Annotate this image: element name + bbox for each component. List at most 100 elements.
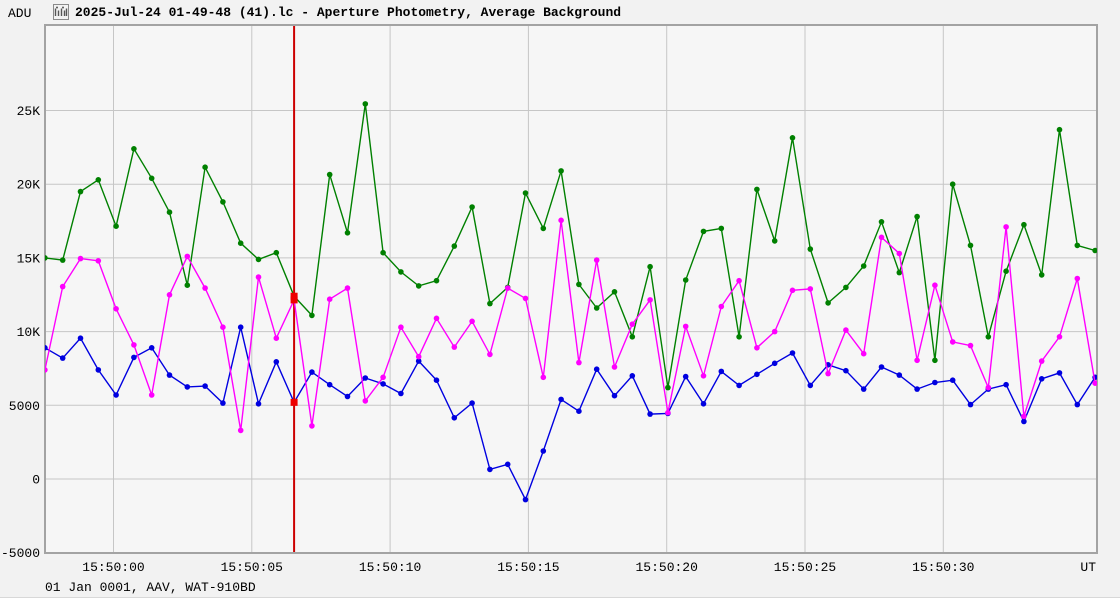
data-point-target-blue[interactable] xyxy=(113,392,119,398)
data-point-target-green[interactable] xyxy=(985,334,992,340)
data-point-target-green[interactable] xyxy=(665,384,671,391)
data-point-target-green[interactable] xyxy=(469,204,475,210)
data-point-target-blue[interactable] xyxy=(59,355,66,361)
data-point-target-blue[interactable] xyxy=(184,384,191,390)
data-point-target-magenta[interactable] xyxy=(932,282,938,289)
data-point-target-green[interactable] xyxy=(1056,126,1063,133)
data-point-target-blue[interactable] xyxy=(771,360,778,367)
data-point-target-magenta[interactable] xyxy=(326,296,333,303)
data-point-target-green[interactable] xyxy=(593,305,600,311)
data-point-target-green[interactable] xyxy=(932,357,938,364)
data-point-target-blue[interactable] xyxy=(967,401,974,408)
data-point-target-blue[interactable] xyxy=(415,358,422,364)
data-point-target-blue[interactable] xyxy=(1003,381,1009,388)
data-point-target-magenta[interactable] xyxy=(95,258,102,264)
data-point-target-blue[interactable] xyxy=(469,400,475,406)
data-point-target-magenta[interactable] xyxy=(344,285,351,291)
data-point-target-magenta[interactable] xyxy=(202,285,208,291)
data-point-target-blue[interactable] xyxy=(1038,376,1045,382)
data-point-target-green[interactable] xyxy=(202,164,208,170)
data-point-target-magenta[interactable] xyxy=(1074,275,1081,282)
data-point-target-green[interactable] xyxy=(113,223,119,229)
data-point-target-magenta[interactable] xyxy=(362,398,369,404)
data-point-target-magenta[interactable] xyxy=(896,250,903,257)
data-point-target-magenta[interactable] xyxy=(647,297,653,303)
selected-point-target-magenta[interactable] xyxy=(290,296,298,304)
data-point-target-blue[interactable] xyxy=(326,381,333,388)
data-point-target-magenta[interactable] xyxy=(700,373,707,379)
data-point-target-blue[interactable] xyxy=(77,335,84,342)
data-point-target-blue[interactable] xyxy=(1021,418,1027,425)
data-point-target-magenta[interactable] xyxy=(558,217,564,224)
data-point-target-green[interactable] xyxy=(629,334,636,340)
data-point-target-blue[interactable] xyxy=(237,324,244,331)
data-point-target-blue[interactable] xyxy=(540,448,547,454)
data-point-target-magenta[interactable] xyxy=(754,345,760,351)
data-point-target-green[interactable] xyxy=(718,225,725,232)
data-point-target-blue[interactable] xyxy=(860,386,867,392)
data-point-target-blue[interactable] xyxy=(932,379,938,386)
data-point-target-magenta[interactable] xyxy=(789,287,796,294)
data-point-target-blue[interactable] xyxy=(362,375,369,381)
data-point-target-green[interactable] xyxy=(736,334,742,340)
data-point-target-green[interactable] xyxy=(700,228,707,235)
data-point-target-green[interactable] xyxy=(237,240,244,246)
data-point-target-magenta[interactable] xyxy=(665,409,671,416)
data-point-target-green[interactable] xyxy=(789,135,796,141)
data-point-target-magenta[interactable] xyxy=(309,423,315,429)
data-point-target-magenta[interactable] xyxy=(985,384,992,391)
data-point-target-magenta[interactable] xyxy=(398,324,404,331)
data-point-target-green[interactable] xyxy=(148,175,155,182)
data-point-target-magenta[interactable] xyxy=(148,392,155,398)
data-point-target-blue[interactable] xyxy=(878,364,885,370)
data-point-target-magenta[interactable] xyxy=(522,295,529,302)
data-point-target-green[interactable] xyxy=(1092,247,1098,254)
data-point-target-green[interactable] xyxy=(647,263,653,270)
data-point-target-green[interactable] xyxy=(273,249,280,256)
data-point-target-blue[interactable] xyxy=(949,377,956,384)
data-point-target-magenta[interactable] xyxy=(131,342,137,348)
data-point-target-magenta[interactable] xyxy=(629,321,636,328)
data-point-target-blue[interactable] xyxy=(433,377,440,384)
data-point-target-green[interactable] xyxy=(1021,221,1027,228)
data-point-target-green[interactable] xyxy=(220,199,226,205)
data-point-target-magenta[interactable] xyxy=(949,339,956,345)
selected-point-target-green[interactable] xyxy=(290,292,298,300)
data-point-target-green[interactable] xyxy=(1038,272,1045,278)
data-point-target-magenta[interactable] xyxy=(1056,334,1063,340)
data-point-target-blue[interactable] xyxy=(148,345,155,351)
data-point-target-magenta[interactable] xyxy=(540,374,547,381)
data-point-target-magenta[interactable] xyxy=(184,253,191,260)
selected-point-target-blue[interactable] xyxy=(290,398,298,406)
data-point-target-green[interactable] xyxy=(522,190,529,196)
data-point-target-magenta[interactable] xyxy=(255,274,262,280)
data-point-target-blue[interactable] xyxy=(629,373,636,379)
data-point-target-magenta[interactable] xyxy=(593,257,600,263)
data-point-target-magenta[interactable] xyxy=(718,303,725,310)
data-point-target-blue[interactable] xyxy=(789,350,796,356)
data-point-target-magenta[interactable] xyxy=(504,285,511,291)
data-point-target-blue[interactable] xyxy=(593,366,600,373)
data-point-target-magenta[interactable] xyxy=(825,370,831,377)
data-point-target-green[interactable] xyxy=(540,225,547,232)
data-point-target-magenta[interactable] xyxy=(860,350,867,357)
data-point-target-green[interactable] xyxy=(967,242,974,249)
data-point-target-magenta[interactable] xyxy=(380,374,386,381)
data-point-target-blue[interactable] xyxy=(380,381,386,387)
data-point-target-green[interactable] xyxy=(878,219,885,225)
data-point-target-blue[interactable] xyxy=(504,461,511,468)
data-point-target-blue[interactable] xyxy=(1074,401,1081,408)
data-point-target-magenta[interactable] xyxy=(878,234,885,241)
plot-area[interactable] xyxy=(45,25,1097,553)
data-point-target-magenta[interactable] xyxy=(1021,413,1027,420)
data-point-target-green[interactable] xyxy=(59,257,66,263)
data-point-target-blue[interactable] xyxy=(273,359,280,365)
data-point-target-blue[interactable] xyxy=(95,367,102,373)
data-point-target-magenta[interactable] xyxy=(682,323,689,330)
data-point-target-green[interactable] xyxy=(255,256,262,263)
data-point-target-magenta[interactable] xyxy=(42,367,48,373)
data-point-target-blue[interactable] xyxy=(398,390,404,397)
data-point-target-magenta[interactable] xyxy=(166,292,173,298)
data-point-target-green[interactable] xyxy=(896,269,903,276)
